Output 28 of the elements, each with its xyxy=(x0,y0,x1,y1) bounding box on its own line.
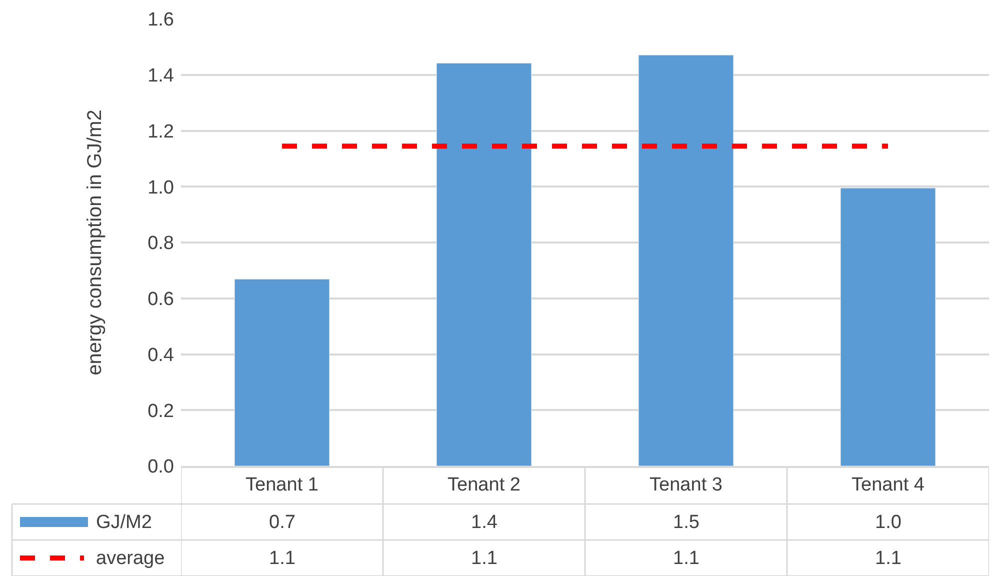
y-tick-label: 0.8 xyxy=(148,233,174,254)
y-tick-label: 1.4 xyxy=(148,66,174,87)
bar xyxy=(436,62,532,466)
y-tick-label: 0.4 xyxy=(148,344,174,366)
x-tick-label: Tenant 1 xyxy=(246,474,318,496)
y-tick-label: 0.0 xyxy=(148,456,174,478)
data-label: 1.0 xyxy=(875,512,902,533)
legend-label: GJ/M2 xyxy=(96,512,152,533)
y-tick-label: 1.6 xyxy=(148,10,174,31)
data-label: 0.7 xyxy=(269,512,296,533)
bar xyxy=(234,278,330,466)
data-label: 1.1 xyxy=(673,548,700,569)
bar xyxy=(638,54,734,466)
y-tick-label: 1.2 xyxy=(148,121,174,142)
data-label: 1.1 xyxy=(471,548,498,569)
legend-label: average xyxy=(96,548,165,569)
data-label: 1.4 xyxy=(471,512,498,533)
data-label: 1.5 xyxy=(673,512,700,533)
bar xyxy=(840,188,936,466)
y-axis-title: energy consumption in GJ/m2 xyxy=(84,110,106,376)
y-tick-label: 1.0 xyxy=(148,177,174,198)
x-tick-label: Tenant 3 xyxy=(650,474,722,496)
data-label: 1.1 xyxy=(269,548,296,569)
data-label: 1.1 xyxy=(875,548,902,569)
y-tick-label: 0.6 xyxy=(148,289,174,310)
x-tick-label: Tenant 4 xyxy=(852,474,925,496)
x-tick-label: Tenant 2 xyxy=(448,474,520,496)
y-tick-label: 0.2 xyxy=(148,400,174,422)
